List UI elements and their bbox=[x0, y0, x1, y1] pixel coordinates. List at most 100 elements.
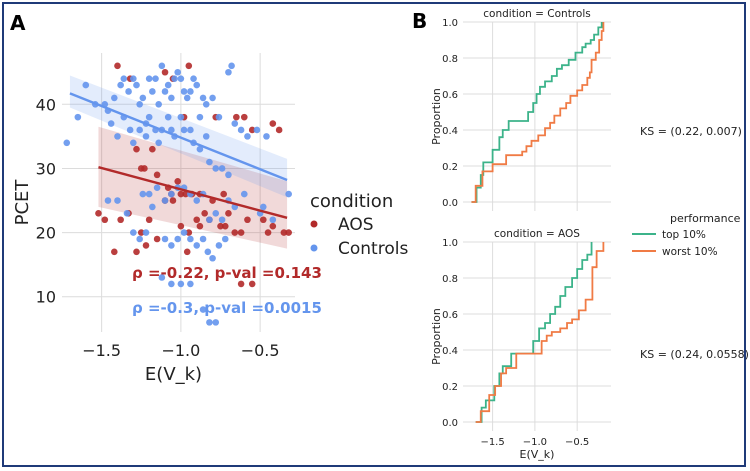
panel-a-point-controls bbox=[152, 75, 159, 82]
panel-a-point-controls bbox=[212, 319, 220, 326]
panel-a-x-tick-label: −1.5 bbox=[82, 341, 121, 360]
panel-a-point-aos bbox=[269, 120, 277, 127]
panel-a-point-controls bbox=[199, 235, 207, 243]
panel-a-legend-marker-controls bbox=[310, 244, 318, 252]
panel-a-point-controls bbox=[63, 139, 71, 147]
panel-a-point-controls bbox=[206, 216, 213, 224]
panel-a-point-controls bbox=[206, 319, 213, 326]
panel-a-point-aos bbox=[248, 280, 256, 288]
panel-a-point-controls bbox=[174, 68, 182, 76]
panel-a-x-axis-label: E(V_k) bbox=[145, 364, 202, 385]
panel-a-point-controls bbox=[168, 280, 175, 288]
panel-b-controls-y-axis-label: Proportion bbox=[430, 88, 443, 145]
panel-b-legend-label-worst: worst 10% bbox=[662, 246, 718, 258]
panel-a-point-controls bbox=[190, 75, 197, 82]
panel-a-legend-label-aos: AOS bbox=[338, 215, 374, 235]
panel-a-point-controls bbox=[149, 203, 156, 211]
panel-a-point-aos bbox=[244, 216, 251, 224]
panel-a-point-controls bbox=[215, 113, 223, 121]
panel-a-point-controls bbox=[206, 158, 213, 166]
panel-a-fit-line-controls bbox=[69, 92, 288, 182]
panel-b-controls-y-tick-label: 0.4 bbox=[442, 126, 458, 137]
panel-b-aos-ecdf-worst bbox=[475, 242, 605, 423]
panel-a-point-controls bbox=[136, 235, 143, 243]
panel-a-point-controls bbox=[171, 75, 178, 82]
panel-a-point-controls bbox=[130, 139, 137, 147]
panel-a-legend-title: condition bbox=[310, 191, 393, 212]
panel-a-point-controls bbox=[139, 190, 147, 198]
panel-a-point-controls bbox=[82, 81, 90, 89]
panel-a-point-controls bbox=[183, 94, 191, 102]
panel-a-point-controls bbox=[158, 62, 166, 70]
panel-a-point-controls bbox=[139, 94, 147, 102]
panel-a-point-controls bbox=[111, 94, 118, 102]
panel-a-point-controls bbox=[199, 94, 207, 102]
panel-a-point-controls bbox=[212, 165, 220, 172]
panel-a-y-tick-label: 30 bbox=[36, 159, 56, 178]
panel-a-point-controls bbox=[202, 101, 210, 108]
panel-a-point-controls bbox=[142, 229, 150, 236]
panel-a-point-controls bbox=[130, 229, 137, 236]
panel-a-point-controls bbox=[187, 280, 194, 288]
panel-a-point-controls bbox=[123, 210, 131, 217]
panel-b-label: B bbox=[412, 9, 427, 33]
panel-a-point-controls bbox=[117, 81, 124, 89]
panel-a-y-tick-label: 10 bbox=[36, 288, 56, 307]
panel-a-point-controls bbox=[114, 133, 121, 140]
panel-a-point-controls bbox=[193, 81, 201, 89]
panel-a-point-aos bbox=[145, 216, 153, 224]
panel-a-point-aos bbox=[161, 68, 169, 76]
panel-a-point-aos bbox=[182, 190, 189, 198]
panel-a-y-tick-label: 40 bbox=[36, 95, 56, 114]
panel-a-point-controls bbox=[244, 133, 251, 140]
panel-a-point-controls bbox=[136, 126, 143, 134]
panel-a-point-controls bbox=[161, 197, 169, 204]
panel-a-point-aos bbox=[217, 222, 224, 230]
panel-b-controls-plot-area bbox=[463, 22, 611, 211]
panel-a-point-controls bbox=[149, 88, 156, 95]
panel-a-point-controls bbox=[237, 126, 245, 134]
panel-a-y-axis-label: PCET bbox=[12, 179, 33, 226]
panel-a-point-aos bbox=[259, 216, 267, 224]
panel-a-point-controls bbox=[180, 88, 188, 95]
panel-b-aos-y-tick-label: 0.4 bbox=[442, 346, 458, 357]
panel-b-aos: −1.5 −1.0 −0.5 0.0 0.2 0.4 0.6 0.8 1.0 condition … bbox=[430, 228, 611, 461]
panel-a-point-aos bbox=[177, 222, 185, 230]
panel-a-point-controls bbox=[240, 190, 248, 198]
panel-a-point-aos bbox=[237, 280, 245, 288]
panel-b-aos-x-tick-label: −0.5 bbox=[565, 437, 589, 448]
panel-a-point-aos bbox=[285, 229, 292, 236]
panel-a-point-controls bbox=[145, 190, 153, 198]
panel-a-point-controls bbox=[164, 113, 172, 121]
panel-a-point-controls bbox=[168, 242, 175, 249]
panel-a-point-controls bbox=[136, 101, 143, 108]
panel-a-point-controls bbox=[155, 101, 162, 108]
panel-a-aos-stats: ρ =-0.22, p-val =0.143 bbox=[132, 264, 322, 282]
panel-a-point-controls bbox=[187, 88, 194, 95]
panel-a-ci-band-aos bbox=[98, 126, 288, 249]
panel-a-legend: condition AOS Controls bbox=[310, 191, 408, 259]
panel-a-point-controls bbox=[114, 197, 121, 204]
panel-a-point-aos bbox=[169, 197, 177, 204]
panel-b-controls-ecdf-worst bbox=[471, 22, 605, 203]
panel-b-aos-y-tick-label: 0.0 bbox=[442, 418, 458, 429]
panel-a-point-aos bbox=[221, 222, 229, 230]
panel-a-point-controls bbox=[269, 216, 277, 224]
panel-a-point-controls bbox=[209, 94, 216, 102]
panel-a-point-aos bbox=[275, 126, 283, 134]
panel-a-point-controls bbox=[193, 197, 201, 204]
panel-a-point-controls bbox=[142, 133, 150, 140]
panel-a-point-aos bbox=[240, 113, 248, 121]
panel-a-point-aos bbox=[142, 242, 150, 249]
panel-b-controls-title: condition = Controls bbox=[483, 8, 590, 20]
panel-a-x-tick-label: −1.0 bbox=[161, 341, 200, 360]
panel-b-aos-x-tick-label: −1.5 bbox=[480, 437, 504, 448]
panel-a-point-controls bbox=[187, 126, 194, 134]
panel-a-point-aos bbox=[193, 216, 201, 224]
panel-a-point-controls bbox=[130, 75, 137, 82]
panel-a-point-controls bbox=[155, 139, 162, 147]
panel-b-legend: performance top 10% worst 10% bbox=[632, 212, 741, 258]
panel-b-x-axis-label: E(V_k) bbox=[520, 448, 555, 461]
panel-a-point-aos bbox=[185, 229, 193, 236]
